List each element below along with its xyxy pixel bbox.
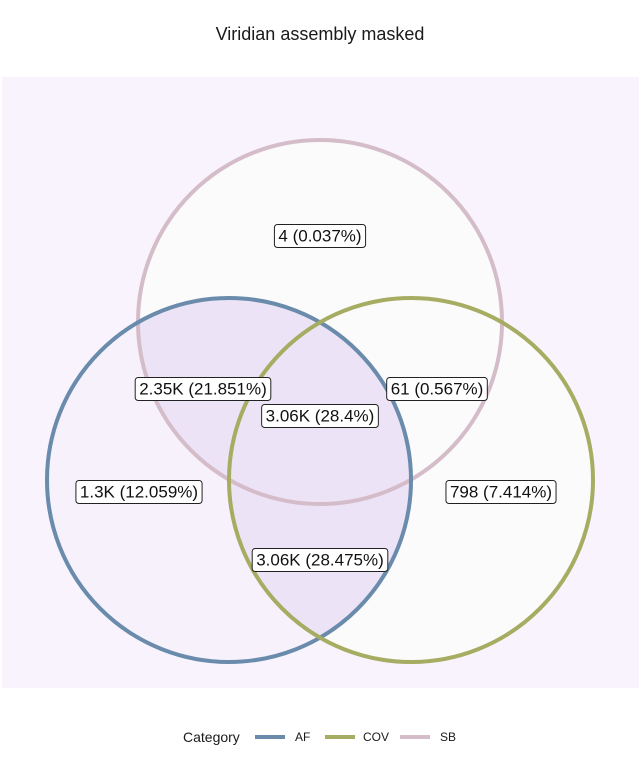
svg-text:3.06K (28.4%): 3.06K (28.4%) <box>266 407 375 426</box>
chart-title: Viridian assembly masked <box>216 24 425 44</box>
region-labels: 4 (0.037%) 2.35K (21.851%) 61 (0.567%) 3… <box>75 224 557 572</box>
svg-text:798 (7.414%): 798 (7.414%) <box>450 483 552 502</box>
region-label-sb-only: 4 (0.037%) <box>273 224 367 248</box>
svg-text:1.3K (12.059%): 1.3K (12.059%) <box>80 483 198 502</box>
region-label-af-cov: 3.06K (28.475%) <box>251 548 389 572</box>
region-label-cov-sb: 61 (0.567%) <box>386 377 488 401</box>
legend-label-af: AF <box>295 730 310 744</box>
legend: Category AF COV SB <box>183 729 456 745</box>
svg-text:4 (0.037%): 4 (0.037%) <box>278 227 361 246</box>
svg-text:3.06K (28.475%): 3.06K (28.475%) <box>256 551 384 570</box>
legend-label-sb: SB <box>440 730 456 744</box>
region-label-af-cov-sb: 3.06K (28.4%) <box>261 404 379 428</box>
set-outlines <box>45 138 595 664</box>
legend-label-cov: COV <box>363 730 389 744</box>
svg-text:2.35K (21.851%): 2.35K (21.851%) <box>139 380 267 399</box>
region-label-af-sb: 2.35K (21.851%) <box>134 377 272 401</box>
legend-title: Category <box>183 729 240 745</box>
svg-text:61 (0.567%): 61 (0.567%) <box>391 380 484 399</box>
region-label-cov-only: 798 (7.414%) <box>445 480 557 504</box>
set-outline-cov <box>227 296 595 664</box>
region-label-af-only: 1.3K (12.059%) <box>75 480 203 504</box>
set-outline-af <box>45 296 413 664</box>
